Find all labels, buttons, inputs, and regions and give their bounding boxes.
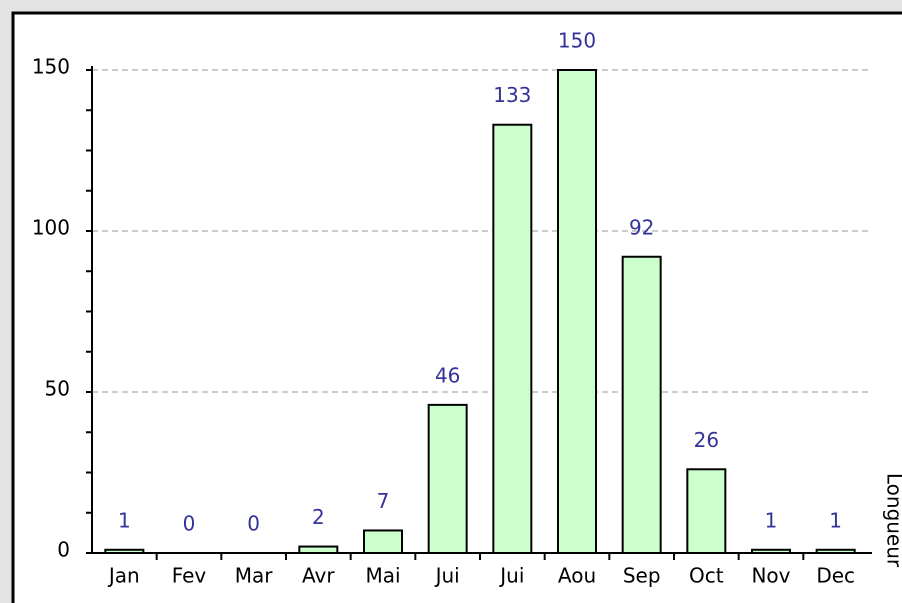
bar — [363, 529, 403, 555]
bar — [621, 255, 662, 554]
y-tick-label: 0 — [57, 538, 70, 562]
x-tick-label: Jan — [107, 564, 140, 588]
bar — [104, 548, 145, 555]
bar — [427, 403, 468, 554]
x-tick-label: Mar — [235, 564, 274, 588]
side-label: Longueur — [883, 473, 902, 568]
x-tick-label: Mai — [365, 564, 400, 588]
data-label: 0 — [247, 512, 260, 536]
data-label: 1 — [118, 508, 131, 532]
x-tick-label: Jui — [434, 564, 460, 588]
data-label: 1 — [829, 508, 842, 532]
y-tick-label: 150 — [32, 55, 70, 79]
data-label: 7 — [377, 489, 390, 513]
x-tick-label: Jui — [498, 564, 524, 588]
x-tick-label: Fev — [172, 564, 207, 588]
data-label: 150 — [558, 29, 596, 53]
data-label: 26 — [694, 428, 719, 452]
data-label: 1 — [765, 508, 778, 532]
data-label: 2 — [312, 505, 325, 529]
x-tick-label: Avr — [302, 564, 335, 588]
bar — [815, 548, 856, 555]
bar — [298, 545, 339, 554]
y-tick-label: 100 — [32, 216, 70, 240]
x-tick-label: Sep — [623, 564, 661, 588]
y-tick-label: 50 — [45, 377, 70, 401]
bar — [686, 468, 727, 554]
x-tick-label: Nov — [751, 564, 790, 588]
data-label: 46 — [435, 363, 460, 387]
bar — [492, 123, 533, 555]
data-label: 92 — [629, 215, 654, 239]
x-tick-label: Aou — [558, 564, 596, 588]
bar — [557, 69, 597, 554]
x-tick-label: Dec — [816, 564, 855, 588]
bar — [751, 548, 791, 555]
data-label: 0 — [183, 512, 196, 536]
data-label: 133 — [493, 83, 531, 107]
x-tick-label: Oct — [689, 564, 724, 588]
